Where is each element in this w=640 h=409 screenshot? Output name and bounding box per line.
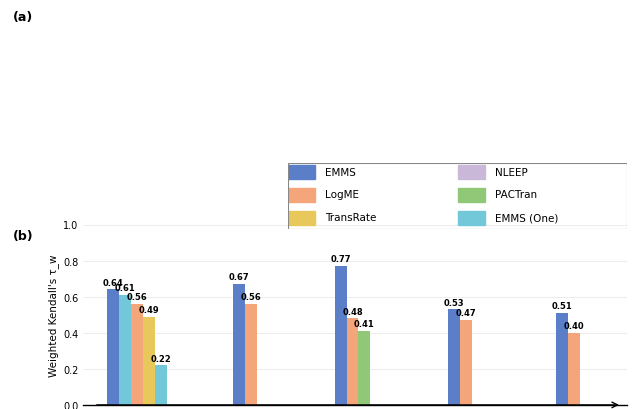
Text: PACTran: PACTran <box>495 190 537 200</box>
Text: 0.56: 0.56 <box>241 292 261 301</box>
Bar <box>288 211 315 226</box>
Bar <box>458 211 484 226</box>
Bar <box>460 320 472 405</box>
Text: EMMS (One): EMMS (One) <box>495 213 558 223</box>
Text: LogME: LogME <box>325 190 359 200</box>
Text: 0.77: 0.77 <box>330 255 351 264</box>
Text: 0.40: 0.40 <box>564 321 584 330</box>
Text: 0.53: 0.53 <box>444 298 465 307</box>
Bar <box>131 304 143 405</box>
Text: 0.48: 0.48 <box>342 307 363 316</box>
Bar <box>233 284 244 405</box>
Text: 0.64: 0.64 <box>103 278 124 287</box>
Text: (a): (a) <box>13 11 33 25</box>
Text: 0.67: 0.67 <box>228 273 249 282</box>
Text: EMMS: EMMS <box>325 167 356 177</box>
Text: 0.47: 0.47 <box>456 309 476 318</box>
Bar <box>288 166 315 180</box>
Text: 0.49: 0.49 <box>139 305 159 314</box>
Bar <box>288 189 315 203</box>
Y-axis label: Weighted Kendall's τ_w: Weighted Kendall's τ_w <box>48 254 59 376</box>
Text: (b): (b) <box>13 229 33 242</box>
Text: 0.61: 0.61 <box>115 283 136 292</box>
Text: 0.41: 0.41 <box>354 319 375 328</box>
Bar <box>358 331 371 405</box>
Bar <box>155 365 166 405</box>
Bar <box>458 189 484 203</box>
Bar <box>347 319 358 405</box>
Bar <box>458 166 484 180</box>
Text: 0.22: 0.22 <box>150 354 171 363</box>
Bar <box>556 313 568 405</box>
Text: TransRate: TransRate <box>325 213 377 223</box>
Bar <box>108 290 119 405</box>
Text: 0.51: 0.51 <box>552 301 572 310</box>
Bar <box>143 317 155 405</box>
Text: NLEEP: NLEEP <box>495 167 527 177</box>
Bar <box>244 304 257 405</box>
Bar <box>568 333 580 405</box>
Text: 0.56: 0.56 <box>127 292 147 301</box>
Bar <box>335 266 347 405</box>
Bar <box>449 310 460 405</box>
Bar <box>119 295 131 405</box>
